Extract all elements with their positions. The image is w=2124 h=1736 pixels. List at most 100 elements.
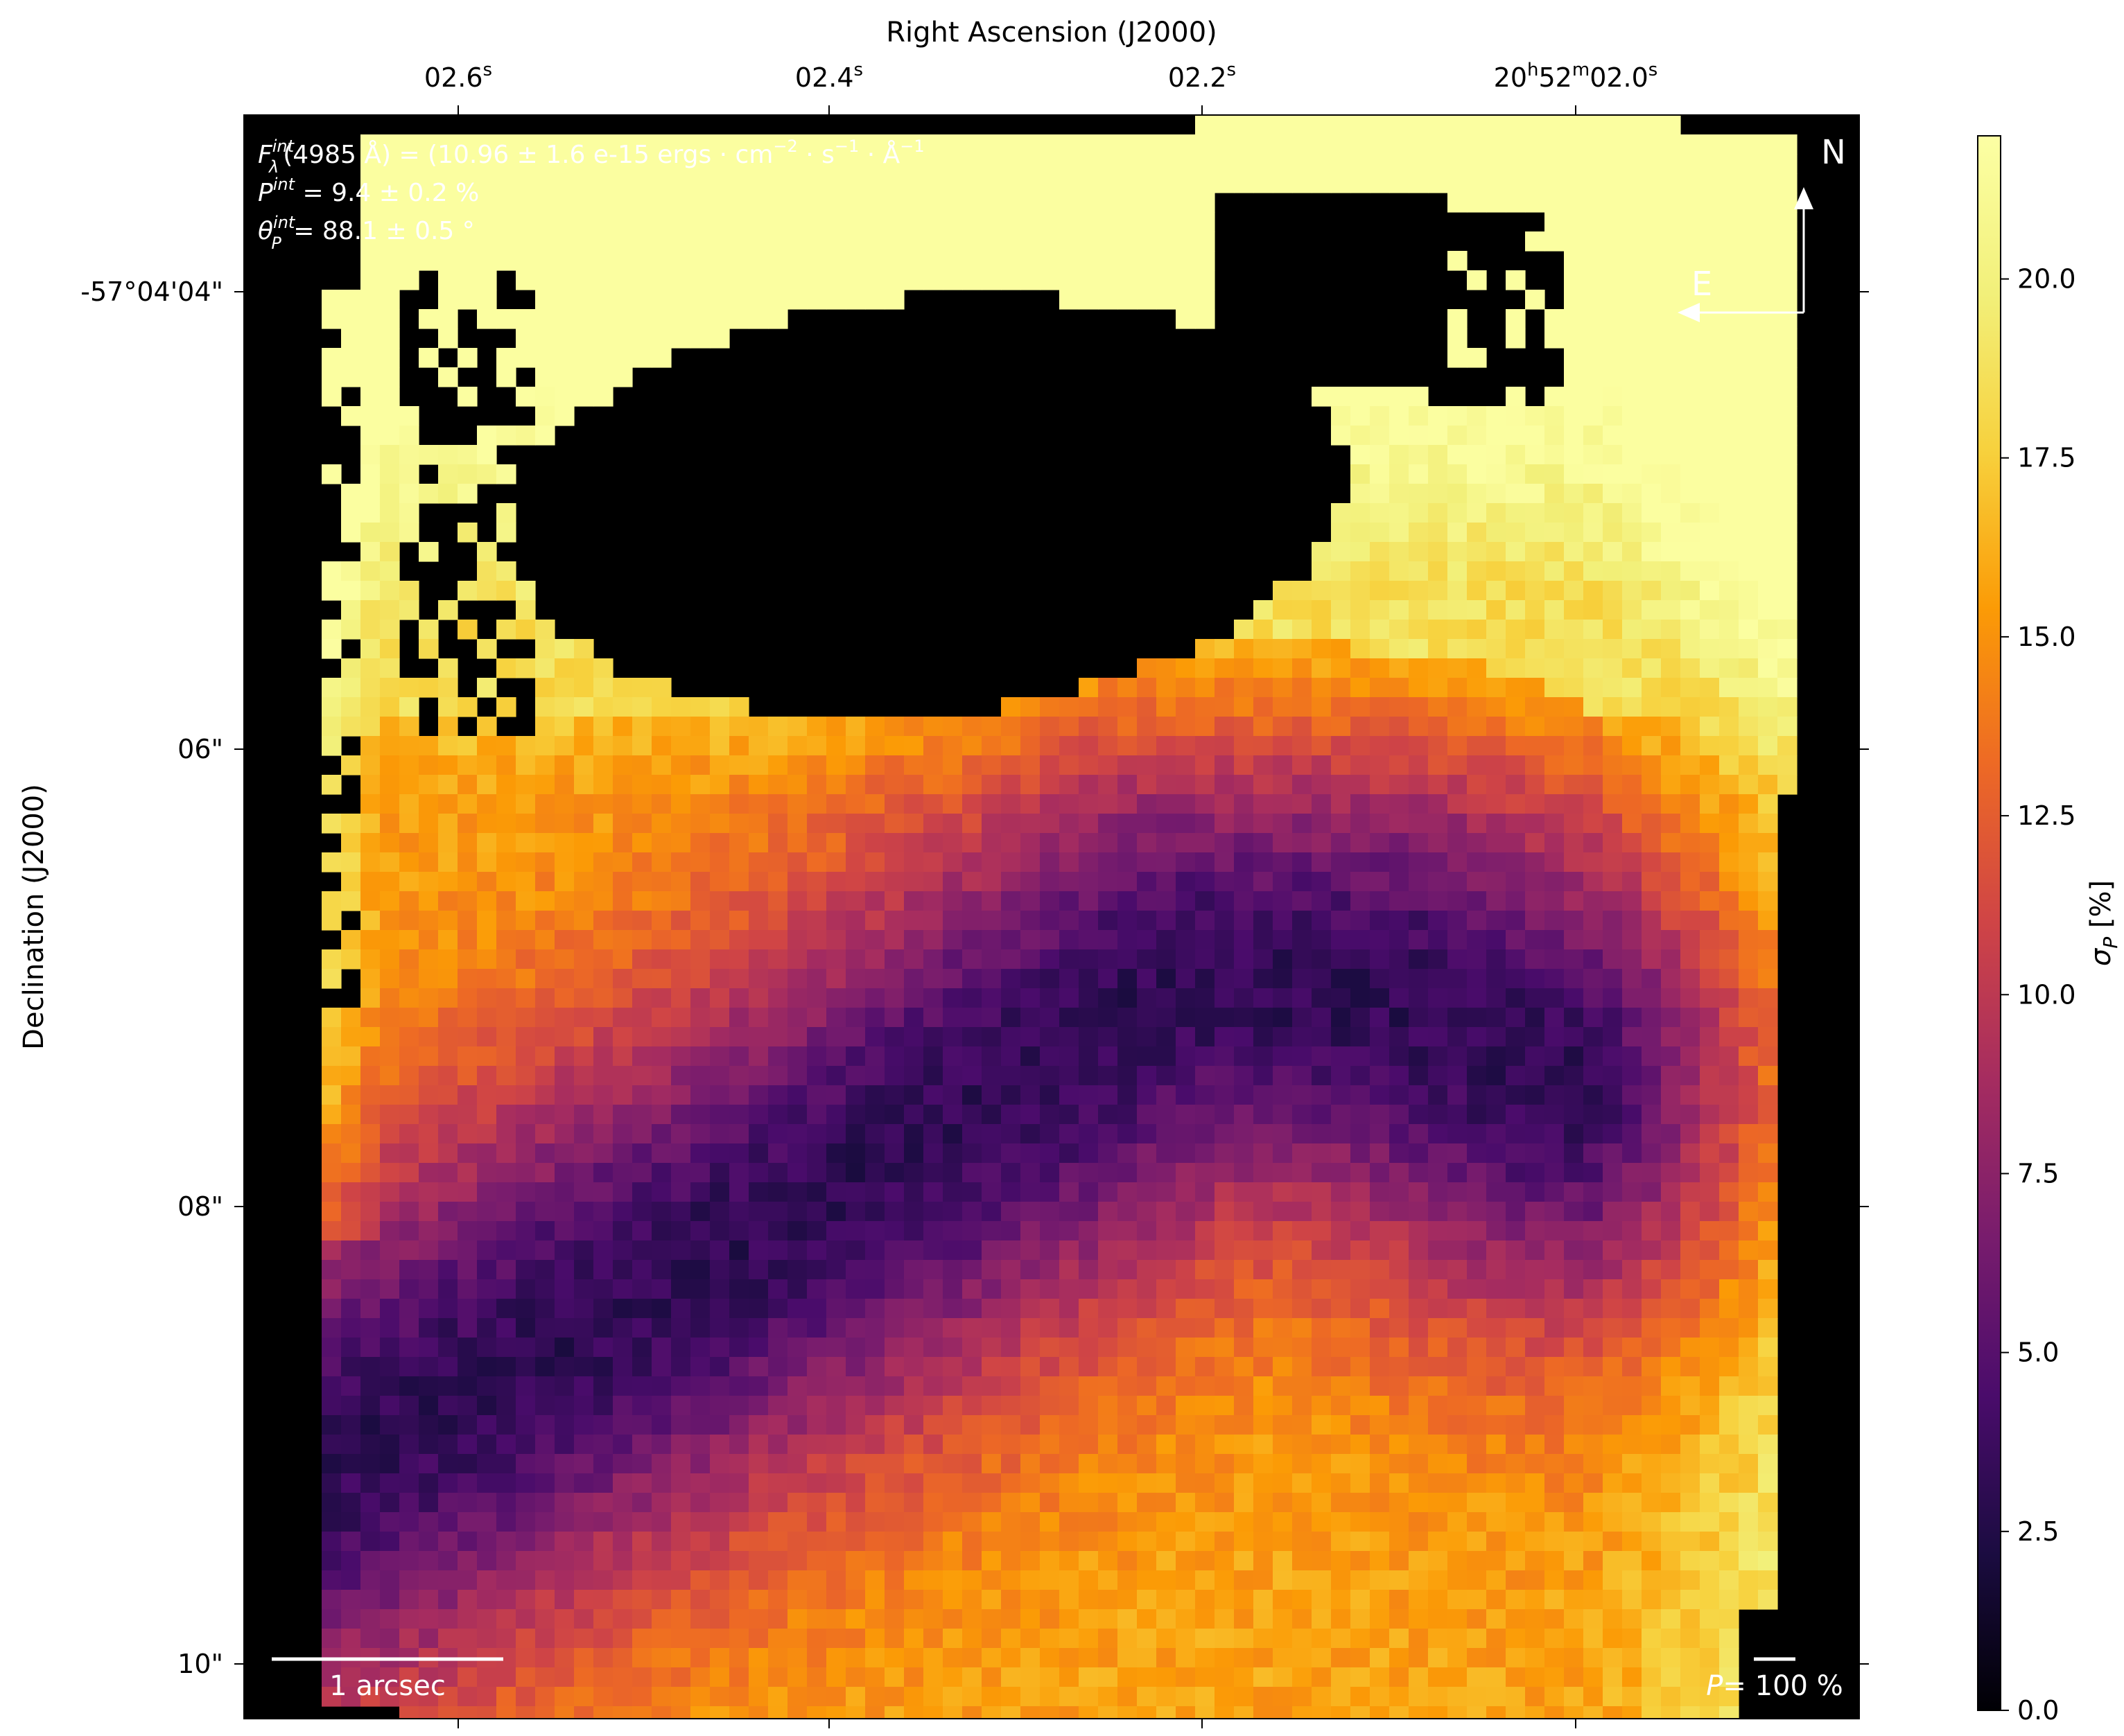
heatmap-cell (1001, 697, 1021, 717)
heatmap-cell (1215, 1124, 1235, 1144)
heatmap-cell (904, 1667, 924, 1687)
heatmap-cell (1583, 1027, 1603, 1047)
heatmap-cell (1583, 581, 1603, 601)
heatmap-cell (1156, 1454, 1176, 1474)
heatmap-cell (438, 1202, 458, 1222)
heatmap-cell (399, 1435, 419, 1455)
heatmap-cell (360, 717, 381, 737)
heatmap-cell (1273, 1532, 1293, 1552)
heatmap-cell (1176, 1357, 1196, 1377)
heatmap-cell (1700, 445, 1720, 465)
heatmap-cell (399, 755, 419, 775)
heatmap-cell (1719, 1046, 1739, 1067)
heatmap-cell (1661, 1648, 1681, 1668)
heatmap-cell (1467, 1338, 1487, 1358)
heatmap-cell (1350, 134, 1370, 155)
heatmap-cell (1273, 969, 1293, 989)
heatmap-cell (1700, 1202, 1720, 1222)
heatmap-cell (1622, 658, 1642, 678)
heatmap-cell (787, 755, 808, 775)
heatmap-cell (1447, 328, 1468, 349)
heatmap-cell (1137, 1396, 1157, 1416)
heatmap-cell (749, 717, 769, 737)
heatmap-cell (1506, 1027, 1526, 1047)
heatmap-cell (632, 833, 652, 853)
heatmap-cell (1525, 484, 1545, 504)
heatmap-cell (710, 755, 730, 775)
heatmap-cell (1564, 1629, 1584, 1649)
heatmap-cell (341, 755, 361, 775)
heatmap-cell (710, 1008, 730, 1028)
heatmap-cell (535, 270, 555, 290)
heatmap-cell (826, 251, 846, 271)
heatmap-cell (1389, 1493, 1409, 1513)
heatmap-cell (846, 1532, 866, 1552)
heatmap-cell (1098, 697, 1118, 717)
heatmap-cell (1603, 891, 1623, 911)
heatmap-cell (1253, 969, 1273, 989)
heatmap-cell (787, 891, 808, 911)
heatmap-cell (1176, 270, 1196, 290)
heatmap-cell (593, 1027, 613, 1047)
heatmap-cell (632, 1008, 652, 1028)
heatmap-cell (360, 600, 381, 620)
heatmap-cell (1176, 1396, 1196, 1416)
heatmap-cell (1583, 1046, 1603, 1067)
heatmap-cell (1273, 1318, 1293, 1338)
heatmap-cell (1719, 620, 1739, 640)
heatmap-cell (419, 1279, 439, 1299)
heatmap-cell (1098, 930, 1118, 950)
heatmap-cell (1661, 1008, 1681, 1028)
heatmap-cell (1117, 852, 1138, 873)
heatmap-cell (593, 1357, 613, 1377)
heatmap-cell (787, 1124, 808, 1144)
heatmap-cell (1234, 1046, 1254, 1067)
heatmap-cell (1040, 193, 1060, 213)
heatmap-cell (768, 1648, 788, 1668)
heatmap-cell (1176, 1105, 1196, 1125)
heatmap-cell (477, 1629, 497, 1649)
heatmap-cell (1195, 1299, 1215, 1319)
heatmap-cell (399, 134, 419, 155)
heatmap-cell (593, 290, 613, 310)
heatmap-cell (1117, 212, 1138, 232)
heatmap-cell (1350, 736, 1370, 756)
heatmap-cell (787, 193, 808, 213)
heatmap-cell (322, 1551, 342, 1571)
heatmap-cell (1758, 134, 1778, 155)
heatmap-cell (1292, 1085, 1312, 1105)
heatmap-cell (399, 1570, 419, 1590)
heatmap-cell (1583, 426, 1603, 446)
heatmap-cell (1312, 1435, 1332, 1455)
heatmap-cell (826, 1357, 846, 1377)
heatmap-cell (1370, 1532, 1390, 1552)
heatmap-cell (1642, 1415, 1662, 1435)
heatmap-cell (1079, 1435, 1099, 1455)
heatmap-cell (380, 1551, 400, 1571)
heatmap-cell (1564, 1066, 1584, 1086)
heatmap-cell (1331, 154, 1351, 174)
heatmap-cell (1622, 1066, 1642, 1086)
heatmap-cell (1467, 1299, 1487, 1319)
heatmap-cell (826, 852, 846, 873)
heatmap-cell (516, 1435, 536, 1455)
heatmap-cell (632, 231, 652, 252)
heatmap-cell (1447, 173, 1468, 193)
heatmap-cell (341, 523, 361, 543)
heatmap-cell (380, 1609, 400, 1629)
heatmap-cell (632, 1435, 652, 1455)
heatmap-cell (807, 212, 827, 232)
heatmap-cell (1195, 309, 1215, 329)
heatmap-cell (768, 212, 788, 232)
heatmap-cell (593, 891, 613, 911)
heatmap-cell (1409, 930, 1429, 950)
heatmap-cell (1758, 1299, 1778, 1319)
heatmap-cell (322, 1376, 342, 1396)
heatmap-cell (1253, 658, 1273, 678)
heatmap-cell (1642, 1008, 1662, 1028)
heatmap-cell (1331, 1046, 1351, 1067)
heatmap-cell (1253, 852, 1273, 873)
heatmap-cell (1603, 678, 1623, 698)
heatmap-cell (399, 1143, 419, 1164)
heatmap-cell (477, 891, 497, 911)
